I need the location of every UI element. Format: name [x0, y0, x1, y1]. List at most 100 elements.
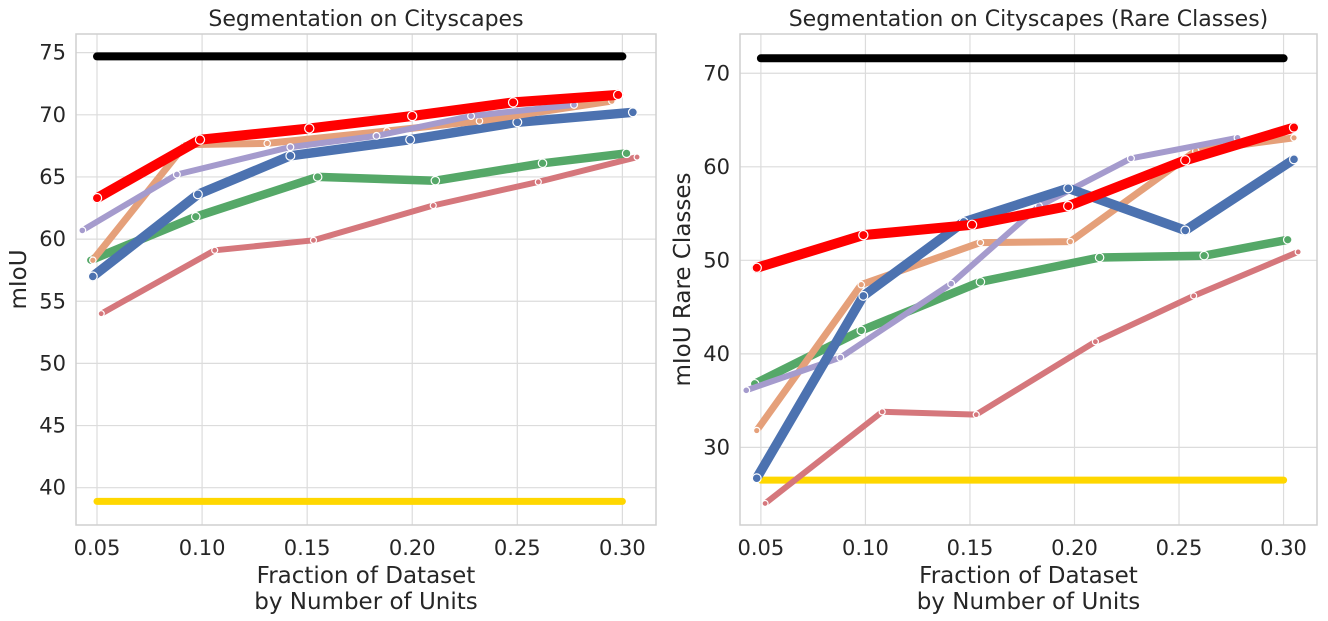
- data-point-blue: [285, 150, 296, 161]
- x-tick-label: 0.20: [389, 536, 436, 560]
- data-point-green: [856, 325, 867, 336]
- data-point-red: [858, 229, 869, 241]
- data-point-purple: [742, 386, 751, 395]
- y-tick-label: 45: [39, 414, 66, 438]
- data-point-salmon: [429, 201, 437, 210]
- y-tick-label: 60: [39, 227, 66, 251]
- data-point-orange: [89, 256, 97, 265]
- data-point-red: [1288, 122, 1300, 133]
- data-point-green: [621, 148, 632, 159]
- data-point-blue: [405, 134, 416, 145]
- data-point-orange: [976, 238, 985, 247]
- x-axis-label: Fraction of Dataset: [919, 563, 1138, 589]
- x-tick-label: 0.15: [284, 536, 331, 560]
- data-point-blue: [627, 107, 638, 118]
- data-point-purple: [1126, 154, 1135, 163]
- data-point-salmon: [1190, 292, 1198, 300]
- series-line-green: [750, 235, 1292, 389]
- data-point-purple: [78, 226, 87, 235]
- y-tick-label: 75: [39, 41, 66, 65]
- series-line-orange: [89, 97, 616, 264]
- y-tick-label: 40: [39, 476, 66, 500]
- data-point-salmon: [309, 236, 318, 244]
- data-point-red: [1180, 155, 1191, 166]
- data-point-red: [1063, 200, 1074, 212]
- data-point-blue: [1180, 225, 1191, 236]
- data-point-salmon: [97, 310, 105, 318]
- data-point-green: [1094, 252, 1105, 263]
- data-point-red: [966, 219, 978, 230]
- x-tick-label: 0.10: [842, 536, 889, 560]
- x-tick-label: 0.20: [1051, 536, 1098, 560]
- y-axis-label: mIoU: [6, 249, 32, 309]
- data-point-red: [407, 110, 418, 122]
- x-tick-label: 0.05: [74, 536, 121, 560]
- data-point-blue: [858, 290, 869, 301]
- series-line-blue: [88, 107, 638, 282]
- series-line-blue: [751, 154, 1299, 483]
- data-point-blue: [1063, 183, 1074, 194]
- data-point-salmon: [633, 153, 641, 161]
- data-point-red: [612, 89, 624, 101]
- x-tick-label: 0.05: [738, 536, 785, 560]
- data-point-orange: [1290, 134, 1298, 142]
- data-point-red: [507, 97, 519, 108]
- data-point-red: [751, 262, 762, 274]
- plot-frame: [739, 33, 1318, 526]
- x-axis-label: Fraction of Dataset: [257, 563, 476, 589]
- x-tick-label: 0.25: [494, 536, 541, 560]
- panel-miou-rare-classes: 30 40 50 60 70 0.05 0.10 0.15 0.20 0.25 0.30 Segmen…: [670, 7, 1318, 615]
- data-point-green: [1199, 250, 1209, 261]
- data-point-salmon: [1294, 248, 1302, 256]
- data-point-green: [537, 158, 548, 169]
- data-point-salmon: [1091, 338, 1099, 346]
- data-point-salmon: [878, 408, 886, 416]
- series-line-green: [86, 149, 631, 265]
- data-point-orange: [475, 117, 484, 125]
- data-point-green: [430, 175, 441, 186]
- y-tick-label: 50: [39, 351, 66, 375]
- data-point-purple: [172, 170, 181, 179]
- series-line-red: [751, 122, 1299, 273]
- data-point-salmon: [972, 411, 980, 419]
- x-tick-label: 0.30: [599, 536, 646, 560]
- data-point-green: [975, 277, 986, 287]
- data-point-green: [190, 211, 201, 222]
- y-tick-label: 60: [703, 155, 730, 179]
- series-line-salmon: [762, 248, 1302, 507]
- x-tick-label: 0.15: [947, 536, 994, 560]
- y-tick-label: 70: [703, 61, 730, 85]
- panel-miou: 40 45 50 55 60 65 70 75 0.05 0.10 0.15 0.20 0.25 0.30…: [6, 7, 657, 615]
- data-point-orange: [263, 139, 272, 148]
- x-axis-label: by Number of Units: [917, 589, 1141, 615]
- data-point-blue: [751, 473, 762, 484]
- data-point-purple: [372, 131, 381, 140]
- data-point-blue: [192, 189, 203, 200]
- data-point-blue: [87, 271, 98, 282]
- data-point-orange: [752, 426, 761, 435]
- data-point-purple: [947, 279, 956, 288]
- plot-frame: [75, 33, 657, 526]
- data-point-purple: [286, 143, 295, 152]
- data-point-purple: [467, 112, 476, 121]
- y-tick-label: 65: [39, 165, 66, 189]
- data-point-blue: [1289, 154, 1300, 165]
- x-tick-label: 0.25: [1156, 536, 1203, 560]
- series-line-purple: [79, 101, 577, 234]
- y-tick-label: 55: [39, 289, 66, 313]
- data-point-red: [194, 134, 206, 145]
- chart-title: Segmentation on Cityscapes (Rare Classes…: [789, 7, 1269, 32]
- data-point-salmon: [534, 178, 542, 186]
- y-axis-label: mIoU Rare Classes: [670, 172, 696, 386]
- y-tick-label: 50: [703, 248, 730, 272]
- data-point-salmon: [761, 499, 769, 508]
- data-point-green: [312, 172, 323, 182]
- data-point-green: [1282, 234, 1293, 245]
- data-point-purple: [836, 353, 845, 362]
- x-tick-label: 0.30: [1260, 536, 1307, 560]
- y-tick-label: 40: [703, 342, 730, 366]
- data-point-red: [91, 192, 103, 204]
- x-axis-label: by Number of Units: [254, 589, 478, 615]
- y-tick-label: 30: [703, 435, 730, 459]
